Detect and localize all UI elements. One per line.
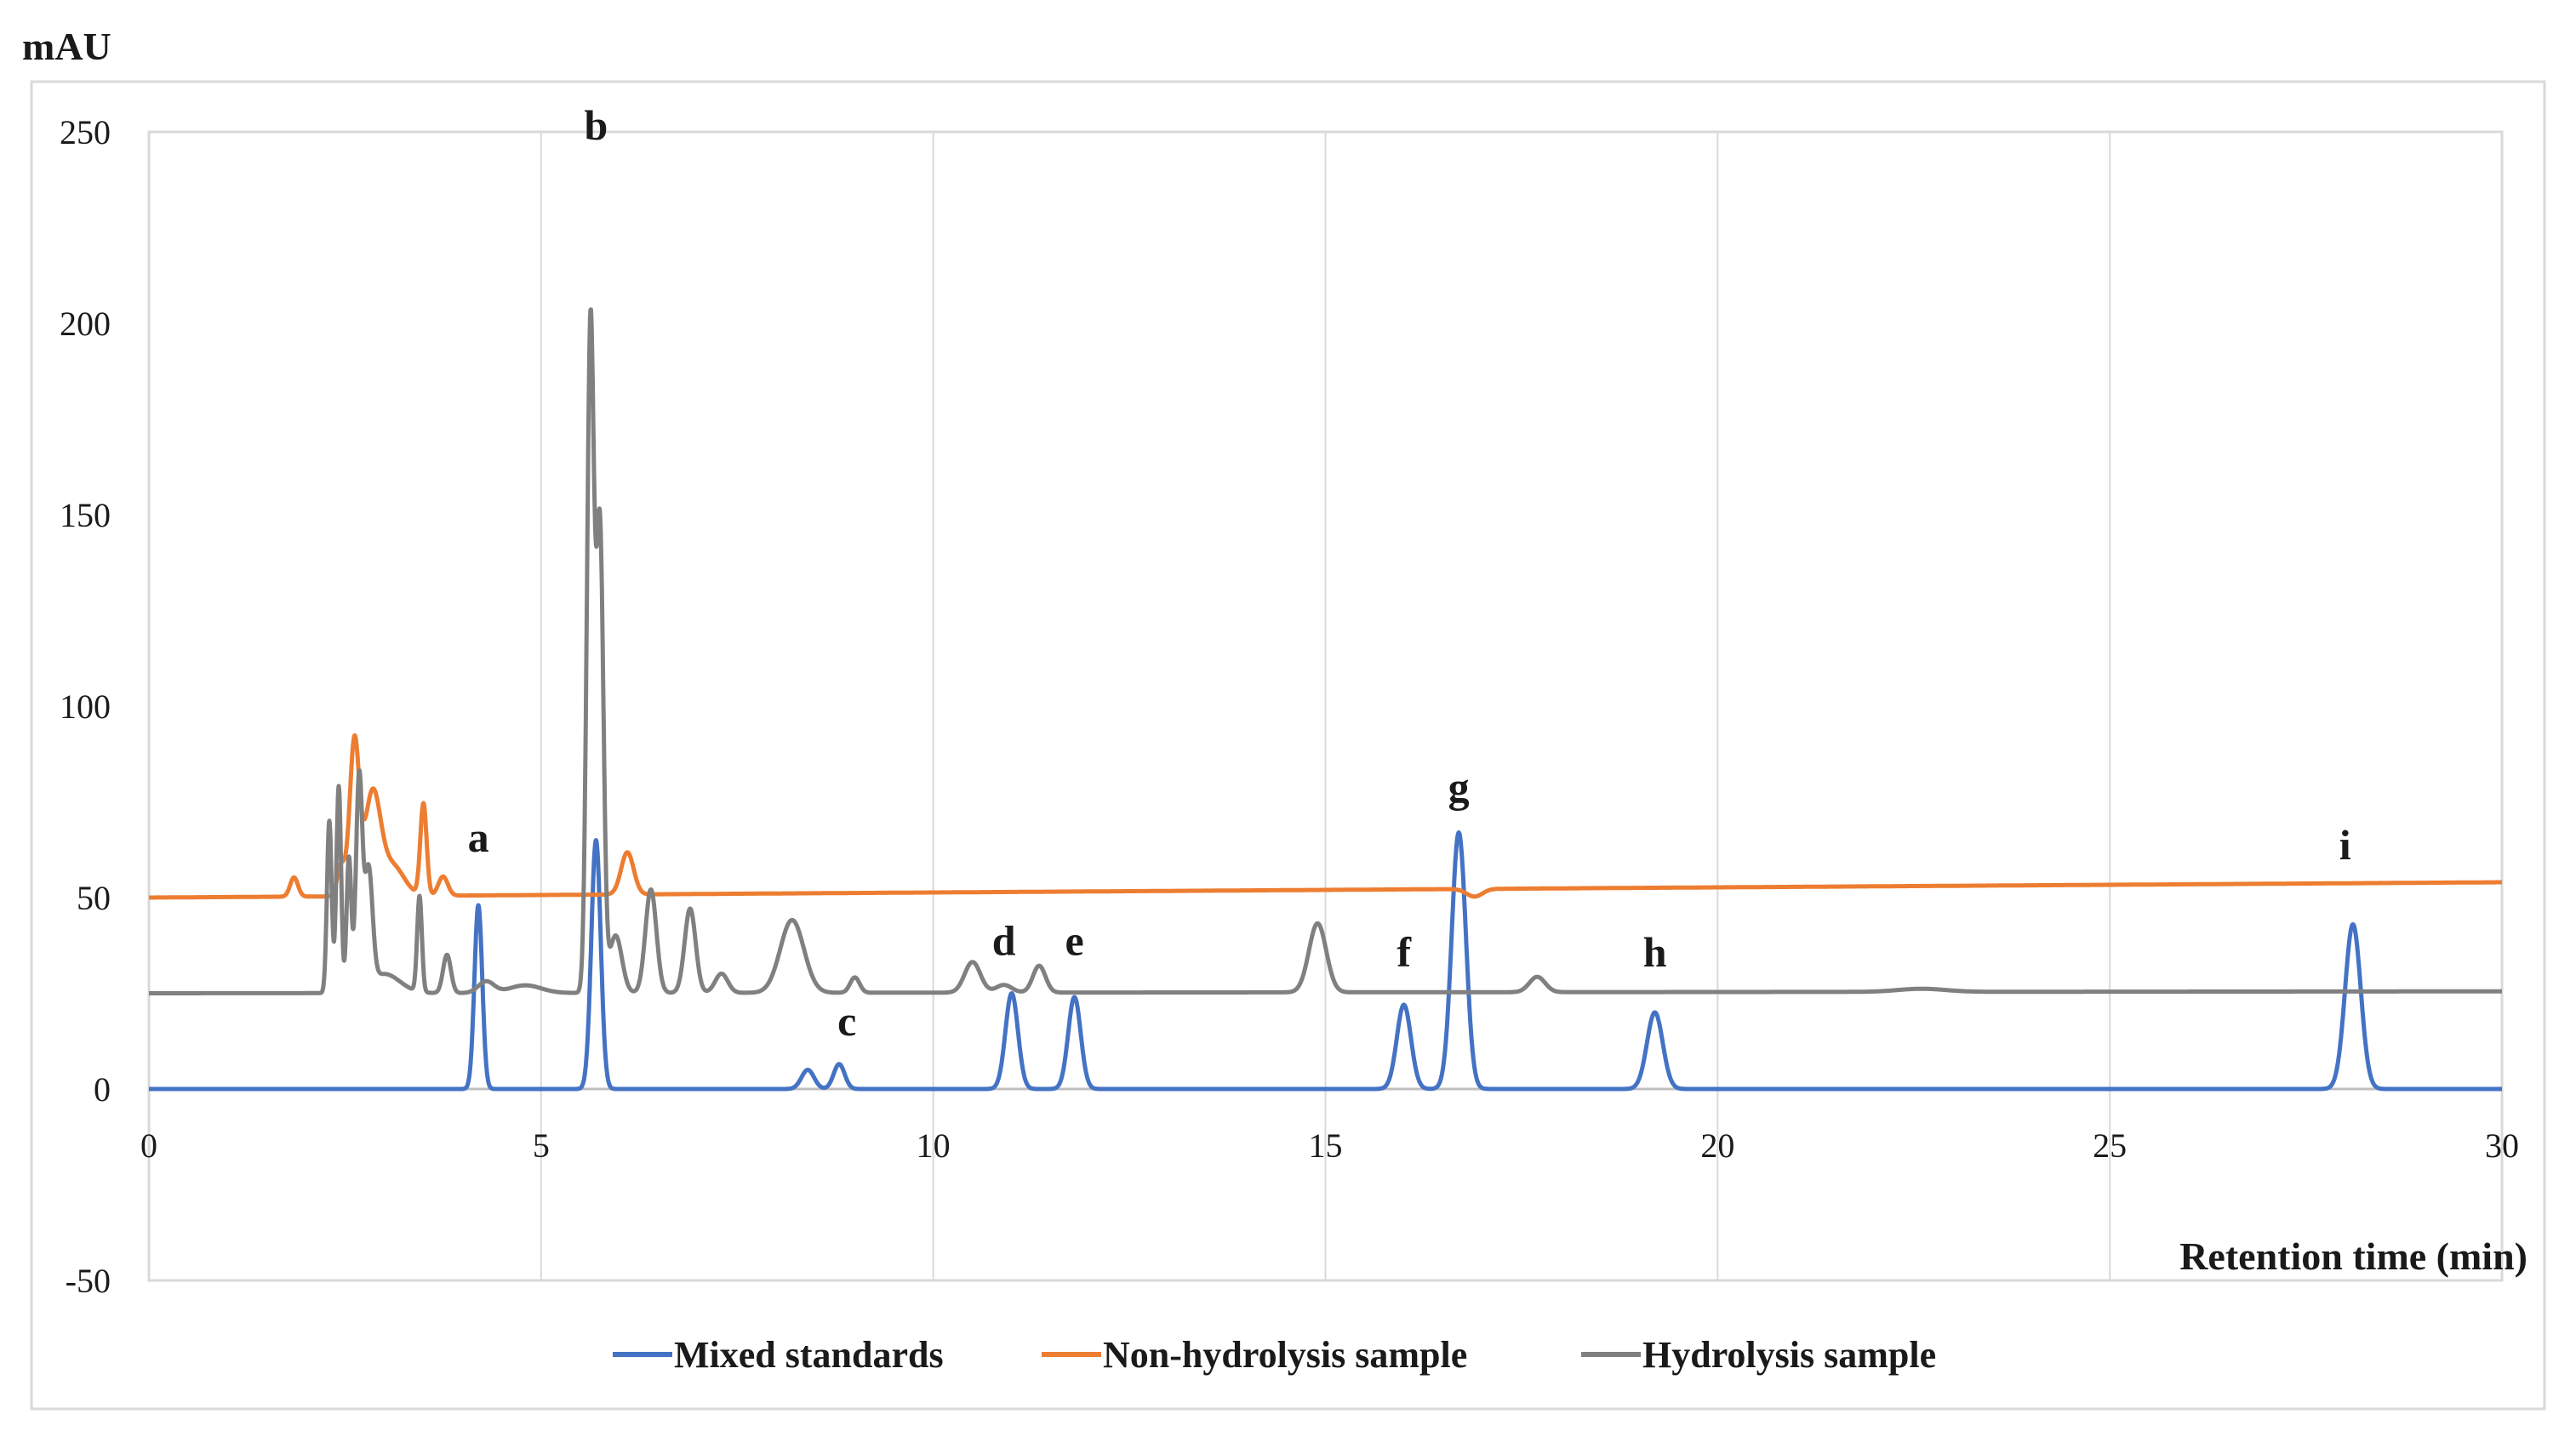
peak-label-a: a [468, 813, 489, 861]
peak-labels: a b c d e f g h i [468, 101, 2351, 1045]
peak-label-f: f [1397, 928, 1412, 976]
peak-label-d: d [992, 917, 1016, 965]
y-tick-label: -50 [66, 1262, 111, 1300]
plot-area [147, 130, 2504, 1282]
y-tick-label: 200 [60, 305, 111, 343]
x-tick-label: 10 [917, 1126, 951, 1165]
x-tick-label: 15 [1309, 1126, 1343, 1165]
y-tick-label: 50 [77, 879, 111, 917]
x-tick-label: 5 [533, 1126, 550, 1165]
legend-label: Hydrolysis sample [1642, 1334, 1936, 1376]
y-tick-label: 100 [60, 687, 111, 726]
x-axis-title: Retention time (min) [2179, 1234, 2527, 1278]
y-axis-title: mAU [22, 25, 111, 68]
x-tick-labels: 0 5 10 15 20 25 30 [140, 1126, 2519, 1165]
series-line-2 [147, 733, 2504, 900]
peak-label-c: c [837, 997, 856, 1045]
peak-label-i: i [2339, 821, 2351, 869]
peak-label-e: e [1065, 917, 1083, 965]
x-tick-label: 30 [2485, 1126, 2519, 1165]
legend-label: Mixed standards [674, 1334, 944, 1376]
peak-label-g: g [1448, 764, 1470, 812]
series-line-3 [147, 307, 2504, 995]
y-tick-labels: -50 0 50 100 150 200 250 [60, 113, 111, 1300]
series-lines [147, 307, 2504, 1092]
series-line-1 [147, 830, 2504, 1092]
y-tick-label: 150 [60, 496, 111, 534]
y-tick-label: 0 [94, 1070, 111, 1109]
legend: Mixed standards Non-hydrolysis sample Hydr… [613, 1334, 1936, 1376]
y-tick-label: 250 [60, 113, 111, 151]
x-tick-label: 20 [1700, 1126, 1734, 1165]
x-tick-label: 0 [140, 1126, 157, 1165]
x-tick-label: 25 [2093, 1126, 2127, 1165]
legend-label: Non-hydrolysis sample [1103, 1334, 1467, 1376]
peak-label-h: h [1643, 928, 1667, 976]
chart-frame [30, 80, 2546, 1411]
peak-label-b: b [584, 101, 608, 149]
